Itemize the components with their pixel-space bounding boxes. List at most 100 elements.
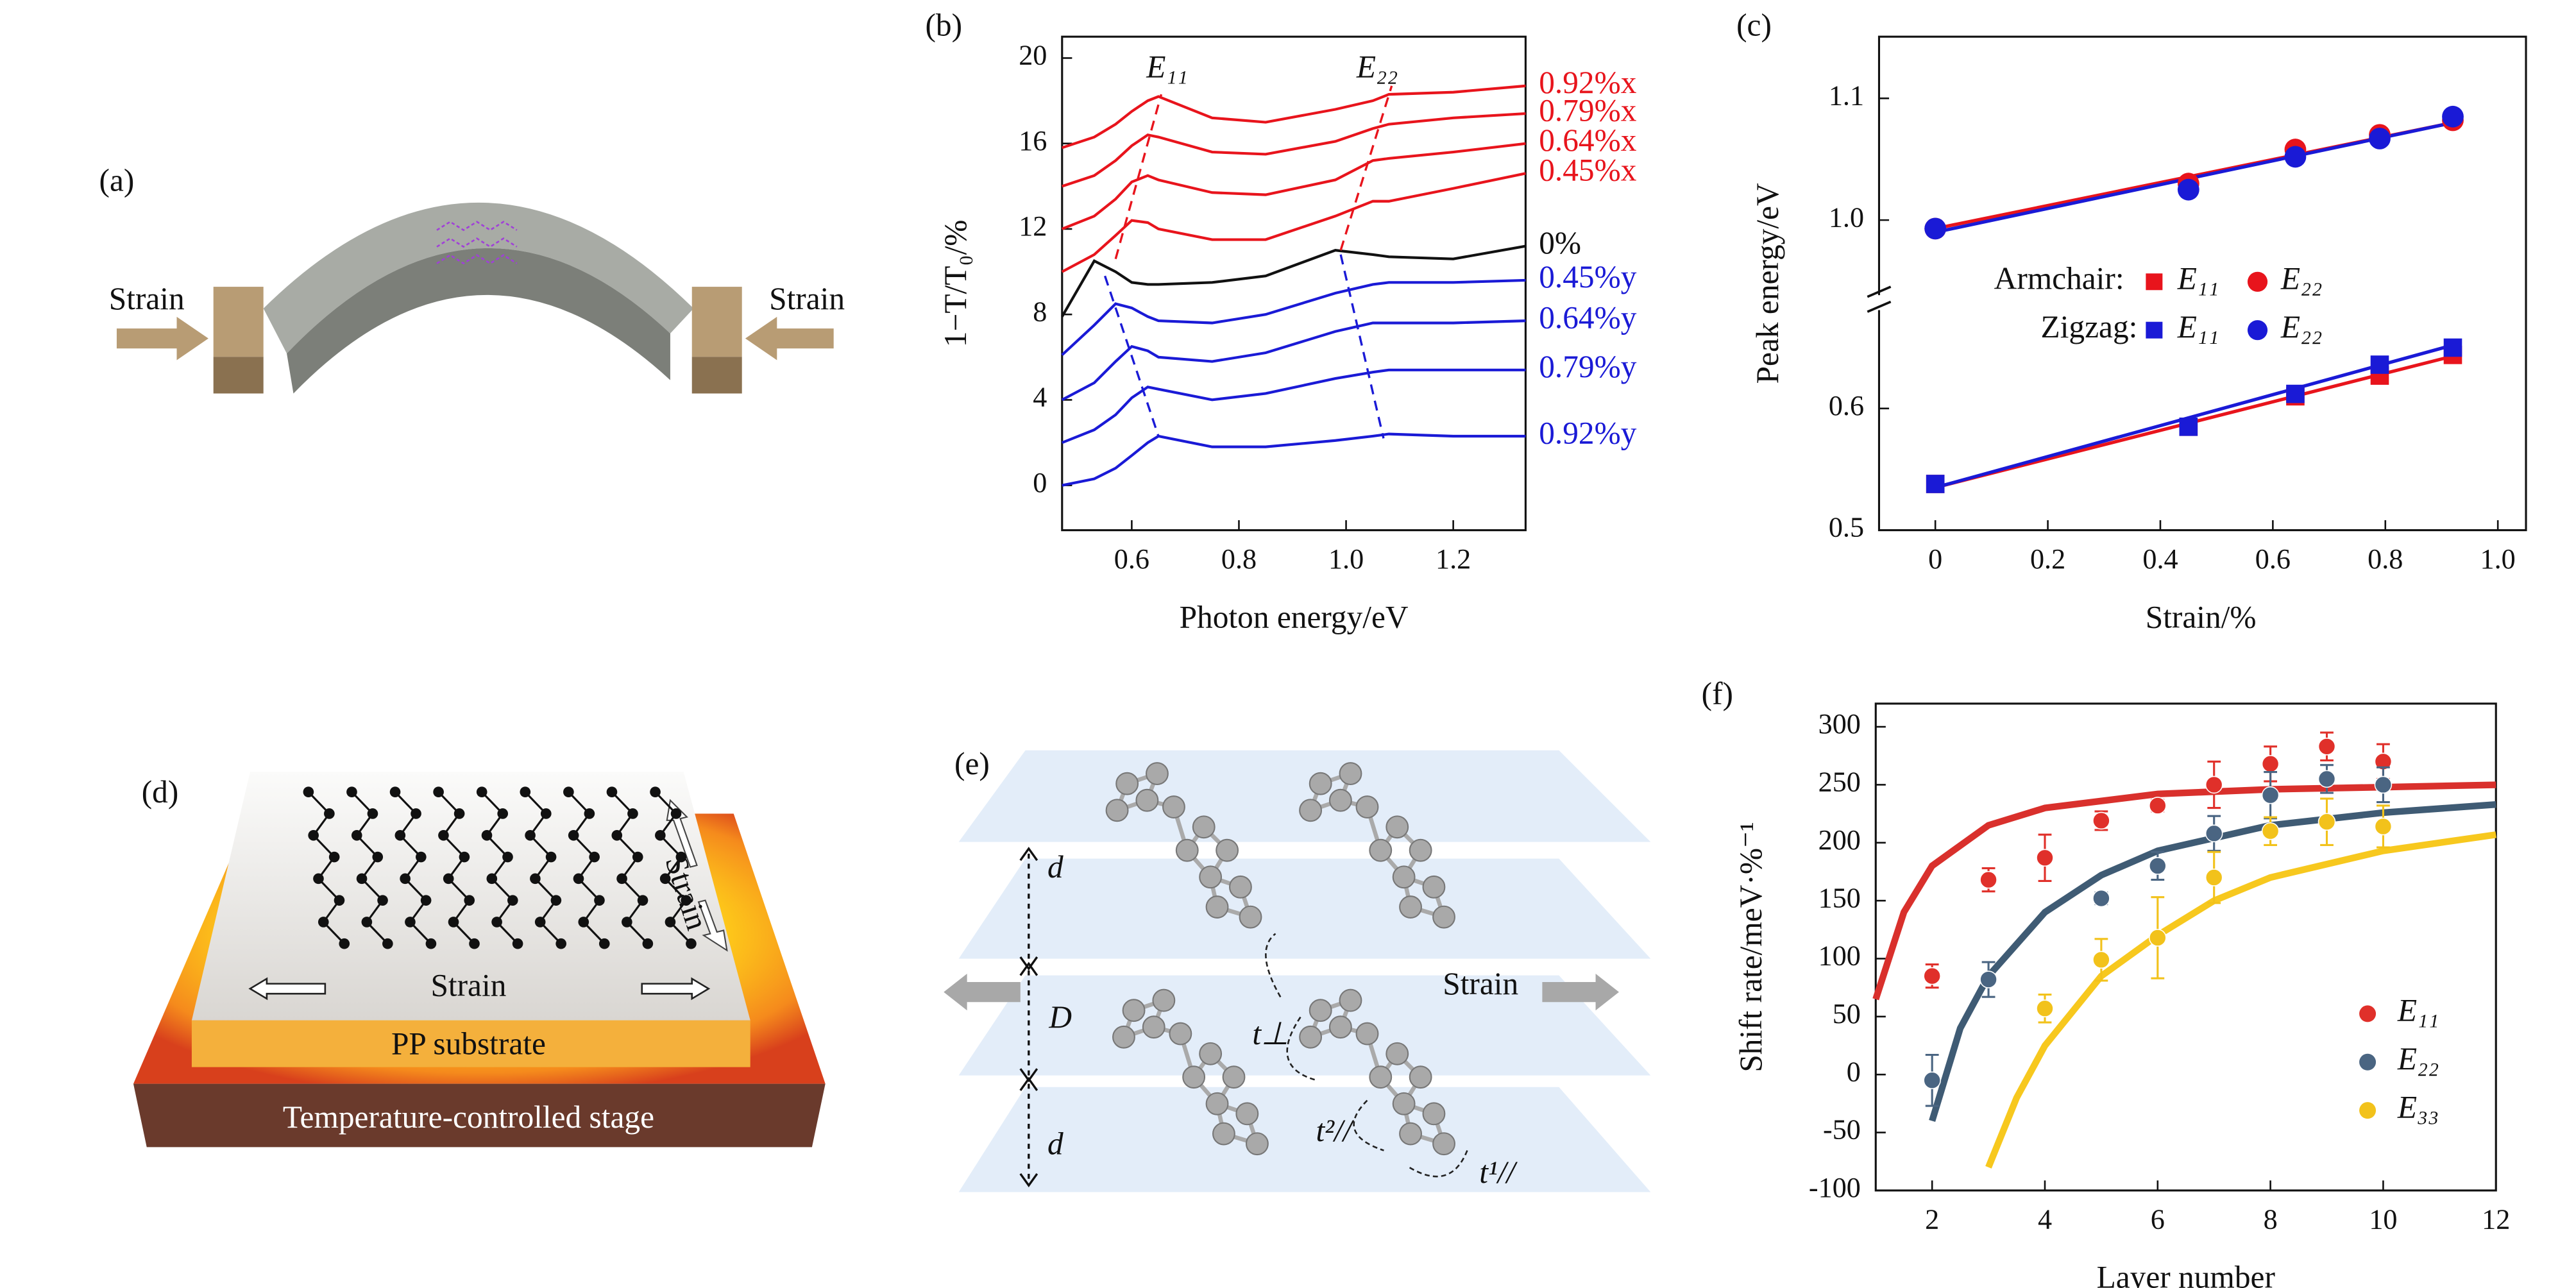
spectrum-line: [1061, 278, 1526, 356]
y-tick-label: 0: [1847, 1056, 1861, 1087]
lattice-atom: [642, 938, 654, 949]
peak-guide: [1339, 85, 1393, 251]
lattice-atom: [502, 851, 513, 863]
atom: [1245, 1132, 1269, 1156]
atom: [1112, 1025, 1135, 1049]
series-label: 0%: [1539, 225, 1581, 260]
lattice-atom: [405, 917, 416, 928]
panel-label: (e): [954, 746, 990, 781]
legend-label: E₁₁: [2177, 309, 2219, 344]
lattice-atom: [520, 786, 531, 798]
arrow: [745, 316, 834, 360]
lattice-atom: [367, 808, 378, 819]
y-tick-label: 20: [1019, 40, 1047, 71]
lattice-atom: [469, 938, 480, 949]
atom: [1182, 1065, 1206, 1089]
x-tick-label: 1.2: [1436, 543, 1471, 575]
atom: [1192, 815, 1216, 839]
annotation: E₁₁: [1146, 49, 1188, 85]
lattice-atom: [476, 786, 487, 798]
lattice-atom: [563, 786, 574, 798]
lattice-atom: [324, 808, 335, 819]
strain-label: Strain: [1443, 966, 1518, 1001]
atom: [1122, 999, 1146, 1022]
marker: [2205, 824, 2223, 843]
strain-label: Strain: [769, 281, 845, 316]
series-label: 0.92%y: [1539, 415, 1637, 450]
lattice-atom: [675, 851, 687, 863]
marker: [1924, 217, 1947, 240]
atom: [1228, 875, 1252, 899]
arch-front: [287, 248, 670, 394]
layer-plane: [958, 750, 1651, 842]
atom: [1309, 772, 1332, 795]
marker: [2177, 178, 2199, 201]
x-tick-label: 1.0: [1328, 543, 1364, 575]
marker: [2092, 951, 2110, 969]
lattice-atom: [681, 895, 691, 906]
atom: [1142, 1015, 1165, 1039]
x-axis-label: Layer number: [2097, 1260, 2276, 1288]
series-label: 0.64%y: [1539, 300, 1637, 335]
atom: [1339, 988, 1362, 1012]
atom: [1369, 838, 1393, 862]
spacing-label: d: [1047, 1126, 1063, 1162]
y-axis-label: Peak energy/eV: [1750, 183, 1785, 384]
layer-plane: [958, 858, 1651, 959]
strain-arrow: [697, 899, 728, 952]
marker: [2443, 338, 2462, 357]
lattice-atom: [540, 808, 552, 819]
y-tick-label: 50: [1833, 998, 1861, 1030]
lattice-atom: [308, 829, 319, 841]
fit-curve: [1929, 801, 2496, 1123]
strain-label: Strain: [430, 968, 506, 1003]
spectrum-line: [1062, 368, 1526, 445]
spectrum-line: [1060, 244, 1526, 318]
atom: [1152, 988, 1176, 1012]
lattice-atom: [464, 895, 475, 906]
marker: [2149, 857, 2167, 875]
lattice-atom: [598, 938, 610, 949]
lattice-atom: [606, 786, 618, 798]
atom: [1309, 999, 1332, 1022]
panel-e: (e) d D d t⊥ Strain t²// t¹//: [944, 746, 1651, 1192]
lattice-atom: [491, 917, 502, 928]
lattice-atom: [670, 808, 682, 819]
lattice-atom: [328, 851, 340, 863]
marker: [2092, 811, 2110, 830]
x-tick-label: 0.8: [1221, 543, 1257, 575]
marker: [2369, 128, 2391, 149]
legend-label: E₃₃: [2397, 1089, 2439, 1124]
lattice-atom: [627, 808, 638, 819]
lattice-atom: [377, 895, 388, 906]
marker: [2092, 889, 2110, 908]
lattice-atom: [400, 873, 411, 885]
lattice-atom: [568, 829, 579, 841]
substrate-side: [191, 1020, 750, 1067]
atom: [1105, 799, 1129, 822]
substrate-label: PP substrate: [391, 1026, 546, 1062]
series-label: 0.92%x: [1539, 65, 1637, 100]
atom: [1422, 1102, 1446, 1126]
lattice-atom: [534, 917, 546, 928]
atom: [1235, 1102, 1259, 1126]
atom: [1222, 1065, 1246, 1089]
atom: [1399, 895, 1422, 919]
panel-label: (f): [1702, 676, 1733, 711]
strain-arrow: [248, 977, 326, 1001]
series-label: 0.45%x: [1539, 153, 1637, 188]
legend-marker: [2359, 1005, 2377, 1022]
arch-top: [263, 202, 694, 354]
legend-label: E₁₁: [2397, 993, 2439, 1028]
lattice-atom: [318, 917, 329, 928]
y-tick-label: 200: [1818, 824, 1861, 856]
peak-guide: [1103, 275, 1160, 437]
atom: [1146, 762, 1169, 786]
layer-plane: [958, 1087, 1651, 1192]
x-tick-label: 0.2: [2030, 543, 2065, 575]
lattice-atom: [632, 851, 643, 863]
legend-marker: [2247, 320, 2268, 341]
x-tick-label: 2: [1925, 1203, 1939, 1235]
lattice-atom: [497, 808, 509, 819]
panel-d: (d) Strain Strain PP substrate Temperatu…: [133, 772, 826, 1148]
